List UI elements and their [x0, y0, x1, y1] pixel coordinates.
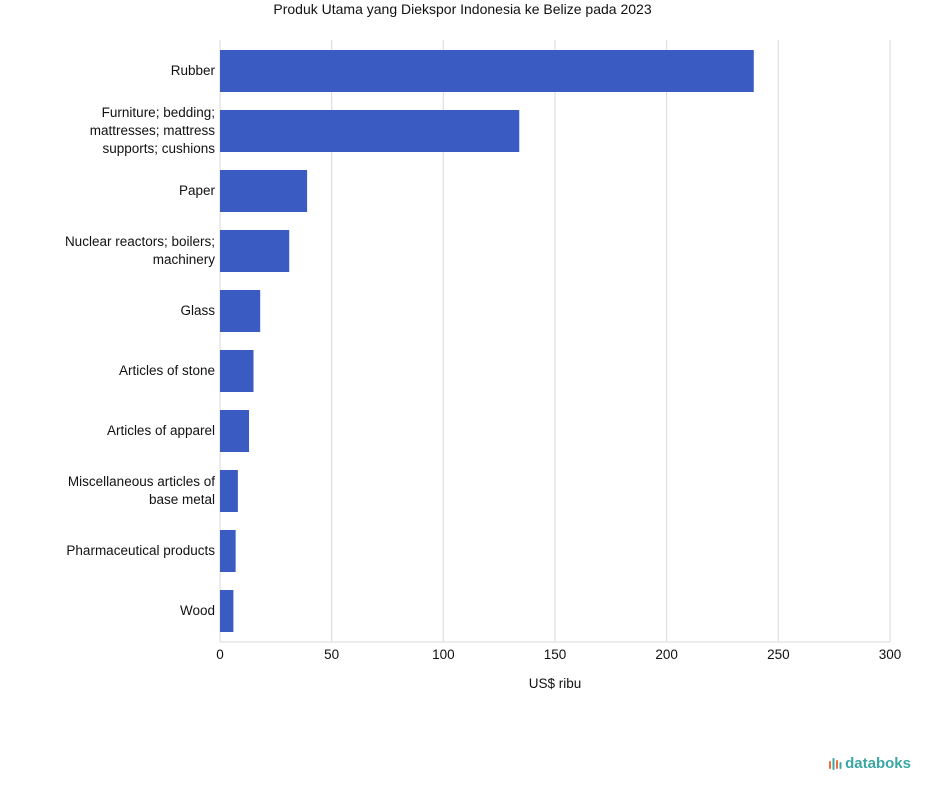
x-tick-label: 0	[216, 647, 224, 662]
x-tick-label: 300	[879, 647, 902, 662]
y-category-label-line: Pharmaceutical products	[66, 543, 215, 558]
y-category-label-line: Paper	[178, 183, 215, 198]
y-category-label-line: Miscellaneous articles of	[67, 474, 215, 489]
x-axis-ticks: 0 50 100 150 200 250 300	[216, 647, 901, 662]
y-category-label-line: Articles of apparel	[106, 423, 215, 438]
bar	[220, 350, 254, 392]
x-tick-label: 200	[655, 647, 678, 662]
y-category-label: Furniture; bedding; mattresses; mattress s…	[10, 104, 215, 158]
x-tick-label: 150	[544, 647, 567, 662]
x-tick-label: 100	[432, 647, 455, 662]
databoks-logo-icon	[829, 757, 842, 770]
y-category-label: Articles of stone	[10, 362, 215, 380]
bar	[220, 470, 238, 512]
bar	[220, 50, 754, 92]
x-axis-label: US$ ribu	[529, 676, 582, 691]
y-category-label-line: supports; cushions	[102, 141, 215, 156]
y-category-label-line: mattresses; mattress	[89, 123, 215, 138]
brand-name: databoks	[845, 755, 911, 772]
bar	[220, 170, 308, 212]
y-category-label-line: machinery	[152, 252, 215, 267]
bar	[220, 290, 261, 332]
y-category-label: Articles of apparel	[10, 422, 215, 440]
y-category-label-line: Glass	[180, 303, 215, 318]
y-category-label: Glass	[10, 302, 215, 320]
bar	[220, 110, 520, 152]
y-category-label-line: Nuclear reactors; boilers;	[64, 234, 215, 249]
bar	[220, 590, 234, 632]
y-category-label: Miscellaneous articles of base metal	[10, 473, 215, 509]
bar	[220, 530, 236, 572]
y-category-label-line: Articles of stone	[118, 363, 215, 378]
y-category-label: Wood	[10, 602, 215, 620]
y-category-label: Nuclear reactors; boilers; machinery	[10, 233, 215, 269]
y-category-label: Rubber	[10, 62, 215, 80]
y-category-label: Paper	[10, 182, 215, 200]
y-category-label: Pharmaceutical products	[10, 542, 215, 560]
chart-title: Produk Utama yang Diekspor Indonesia ke …	[273, 1, 652, 17]
brand-logo: databoks	[828, 755, 911, 772]
y-category-label-line: Furniture; bedding;	[101, 105, 215, 120]
bar	[220, 410, 250, 452]
y-category-label-line: base metal	[148, 492, 215, 507]
x-tick-label: 250	[767, 647, 790, 662]
y-category-label-line: Rubber	[170, 63, 215, 78]
bar	[220, 230, 290, 272]
gridlines	[219, 40, 891, 643]
y-category-label-line: Wood	[179, 603, 215, 618]
bars	[220, 50, 754, 632]
x-tick-label: 50	[324, 647, 339, 662]
